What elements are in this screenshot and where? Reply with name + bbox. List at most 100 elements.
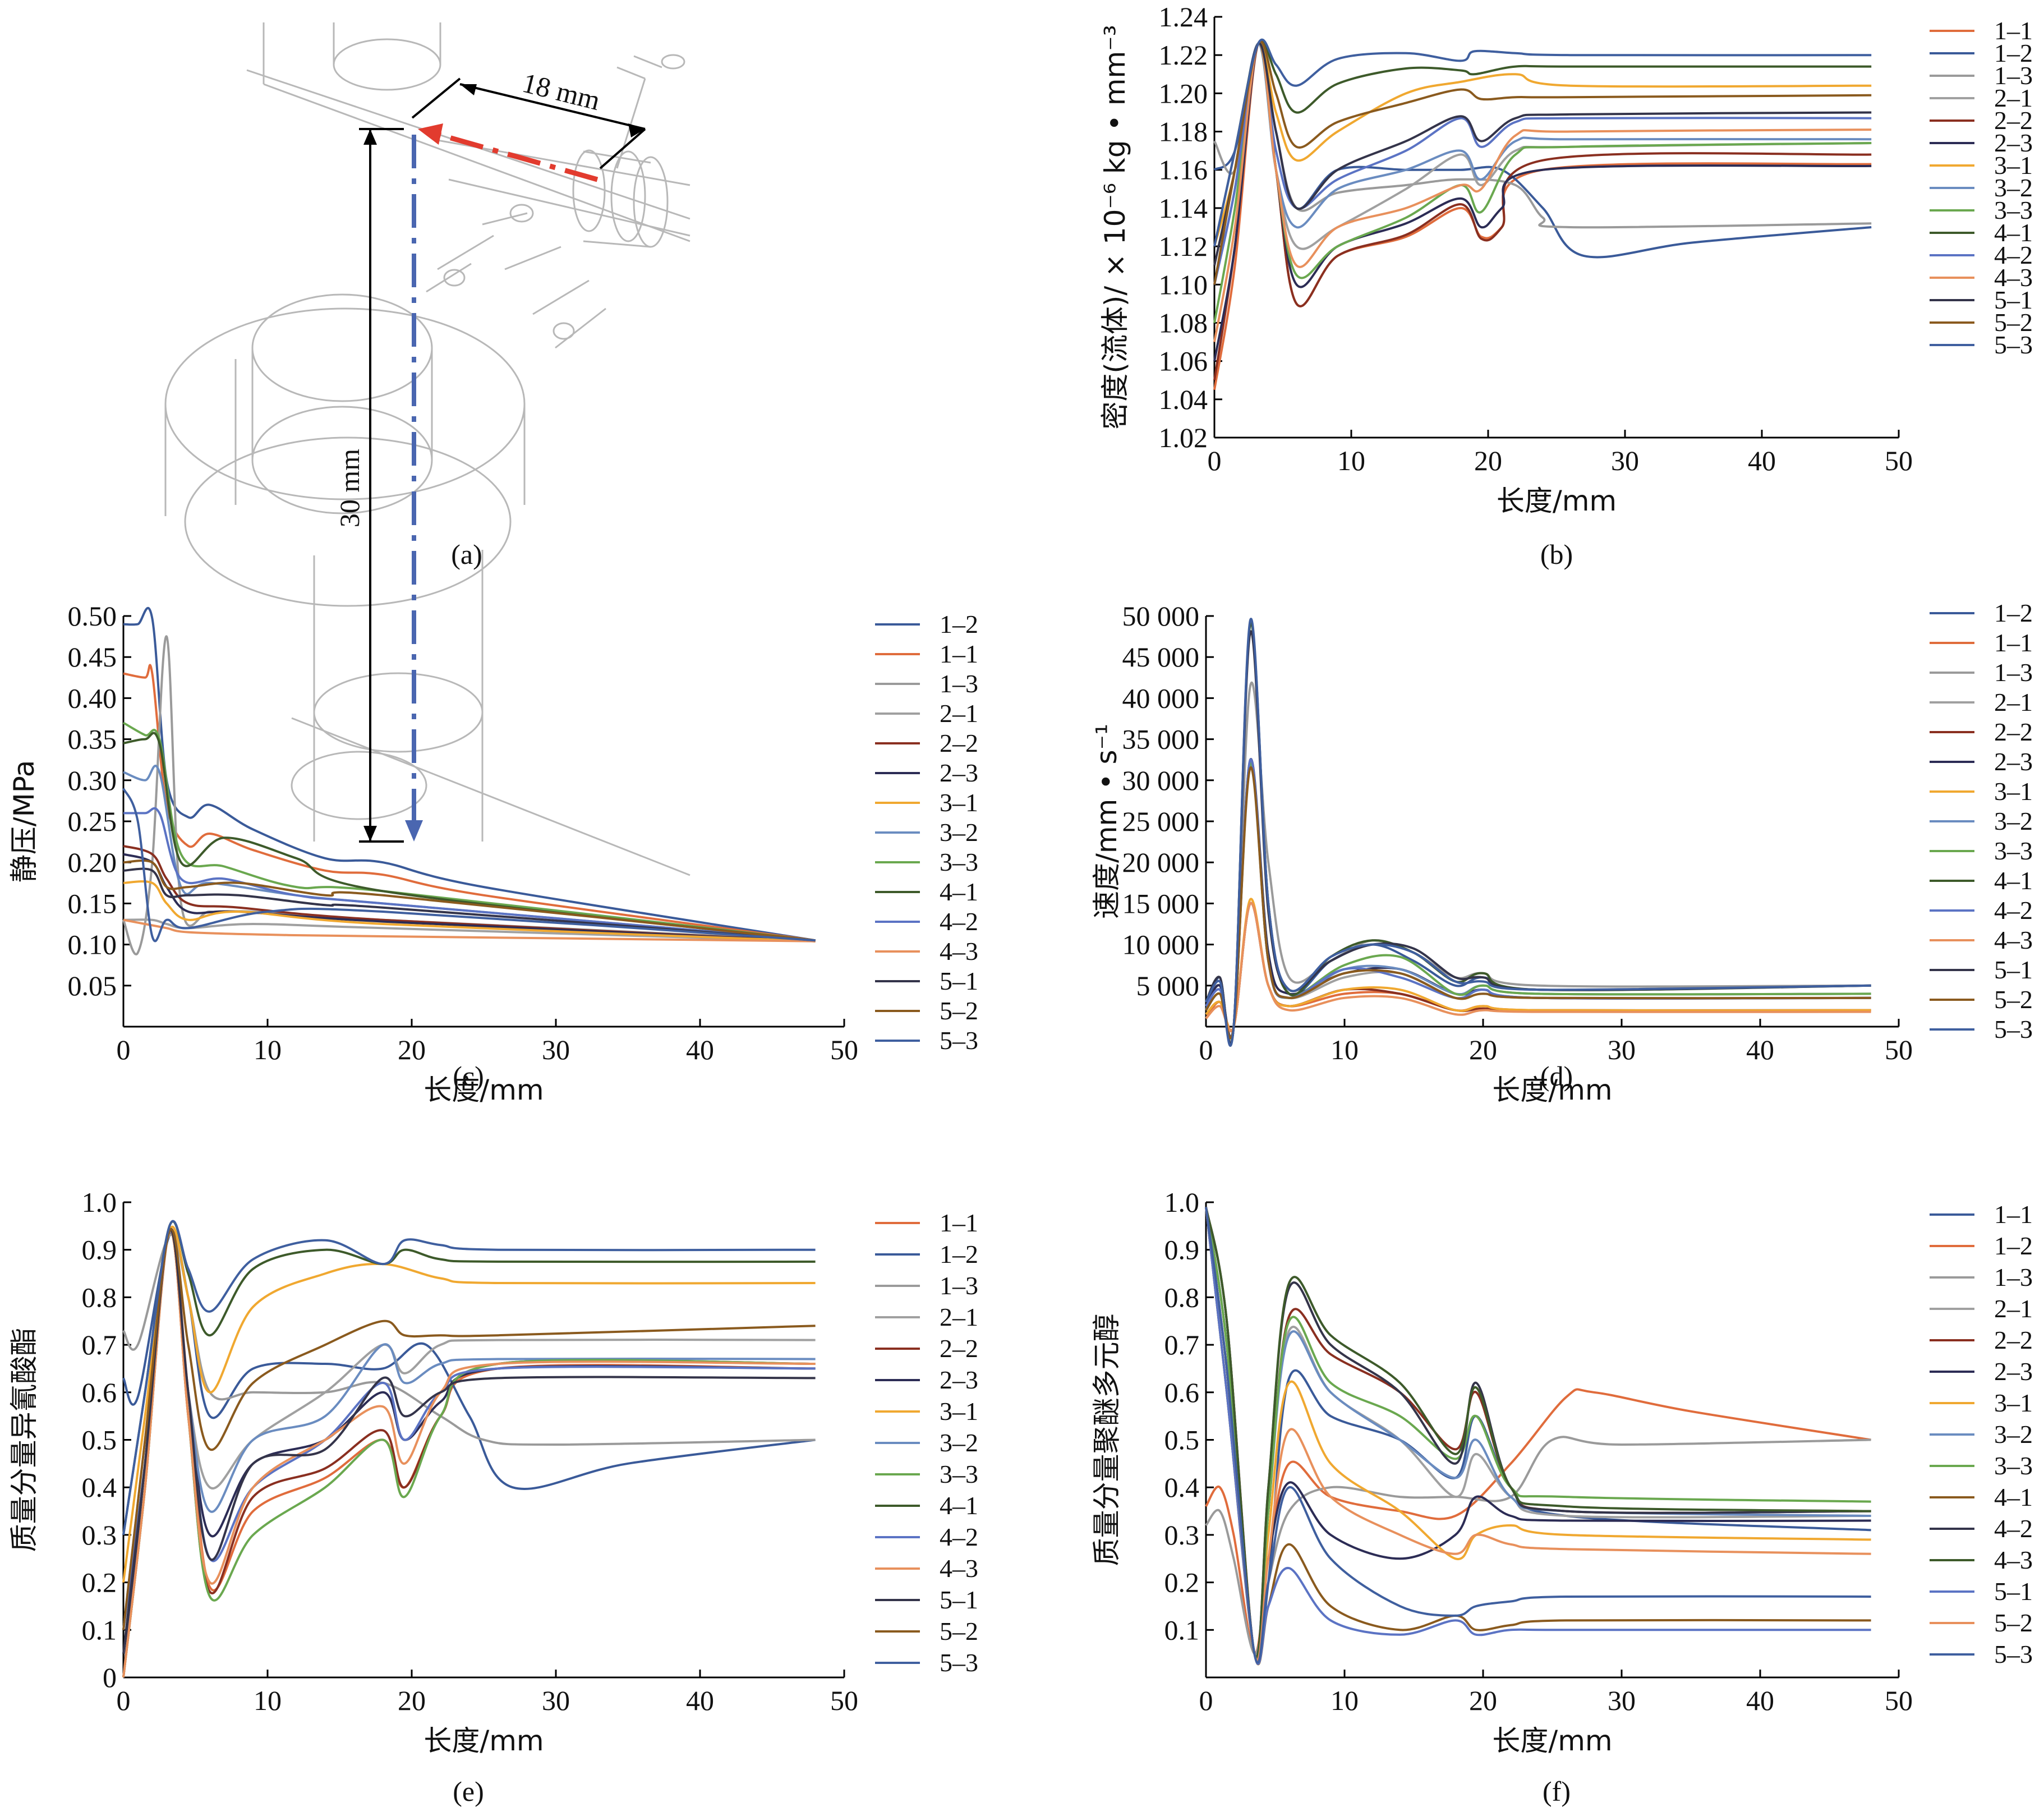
x-tick-label: 30 xyxy=(1608,1034,1636,1065)
legend-label: 3–3 xyxy=(940,1460,978,1488)
y-tick-label: 0.05 xyxy=(68,970,117,1001)
series-line-1-3 xyxy=(1205,1436,1871,1655)
red-flow-arrow xyxy=(428,129,599,182)
x-tick-label: 20 xyxy=(1474,445,1502,476)
x-tick-label: 20 xyxy=(398,1034,426,1065)
legend-label: 4–2 xyxy=(1994,1514,2033,1543)
legend-label: 2–3 xyxy=(1994,747,2033,776)
series-line-2-3 xyxy=(1205,1207,1871,1662)
legend-label: 1–2 xyxy=(1994,1231,2033,1260)
y-tick-label: 0.8 xyxy=(1164,1281,1200,1313)
y-tick-label: 1.0 xyxy=(82,1187,117,1218)
legend-label: 5–3 xyxy=(1994,1640,2033,1668)
series-line-5-3 xyxy=(1205,618,1871,1047)
legend-label: 2–1 xyxy=(940,699,978,728)
legend-label: 3–3 xyxy=(940,848,978,876)
caption-f: (f) xyxy=(1543,1776,1571,1807)
x-tick-label: 10 xyxy=(1331,1034,1359,1065)
y-tick-label: 1.14 xyxy=(1159,192,1208,224)
legend-label: 5–2 xyxy=(940,1617,978,1645)
y-tick-label: 15 000 xyxy=(1122,888,1200,919)
y-tick-label: 1.08 xyxy=(1159,307,1208,338)
legend-label: 3–2 xyxy=(940,1428,978,1457)
y-tick-label: 0.3 xyxy=(1164,1519,1200,1551)
y-tick-label: 0.45 xyxy=(68,641,117,673)
y-tick-label: 0.10 xyxy=(68,929,117,960)
x-tick-label: 30 xyxy=(1608,1685,1636,1716)
series-line-2-2 xyxy=(1213,41,1872,381)
y-tick-label: 0.7 xyxy=(1164,1329,1200,1360)
y-tick-label: 0.8 xyxy=(82,1281,117,1313)
series-line-4-3 xyxy=(1213,42,1872,342)
legend-label: 5–3 xyxy=(1994,1015,2033,1043)
legend-label: 4–1 xyxy=(1994,1483,2033,1511)
series-line-4-3 xyxy=(122,1229,816,1678)
series-line-3-3 xyxy=(122,721,816,942)
y-tick-label: 0.3 xyxy=(82,1519,117,1551)
legend-label: 3–3 xyxy=(1994,836,2033,865)
caption-d: (d) xyxy=(1540,1060,1573,1092)
legend-label: 1–2 xyxy=(940,610,978,638)
y-tick-label: 0.1 xyxy=(1164,1614,1200,1645)
legend-label: 3–1 xyxy=(1994,1389,2033,1417)
legend-label: 4–2 xyxy=(940,907,978,936)
y-tick-label: 0.30 xyxy=(68,765,117,796)
x-axis-label: 长度/mm xyxy=(1492,1074,1612,1106)
legend-label: 5–1 xyxy=(1994,955,2033,984)
legend-label: 4–2 xyxy=(1994,241,2033,269)
series-line-1-2 xyxy=(1205,1388,1871,1655)
x-tick-label: 50 xyxy=(1885,1034,1913,1065)
series-line-5-3 xyxy=(122,1220,816,1535)
series-line-4-3 xyxy=(123,918,816,943)
y-tick-label: 0.35 xyxy=(68,724,117,755)
legend-label: 5–2 xyxy=(1994,985,2033,1014)
legend-label: 3–1 xyxy=(940,788,978,817)
y-tick-label: 10 000 xyxy=(1122,929,1200,960)
x-axis-label: 长度/mm xyxy=(423,1725,544,1757)
y-tick-label: 0.15 xyxy=(68,888,117,919)
legend-label: 5–1 xyxy=(940,967,978,995)
series-line-4-2 xyxy=(123,807,816,942)
y-tick-label: 0.1 xyxy=(82,1614,117,1645)
x-tick-label: 10 xyxy=(254,1685,282,1716)
x-tick-label: 0 xyxy=(1208,445,1222,476)
y-tick-label: 0.7 xyxy=(82,1329,117,1360)
y-tick-label: 0.5 xyxy=(82,1424,117,1456)
chart-c: 0 10 20 30 40 50 0.05 0.10 0.15 0.20 0.25 0.30 0.35 0… xyxy=(8,600,978,1106)
y-tick-label: 0.4 xyxy=(1164,1472,1200,1503)
legend-label: 5–2 xyxy=(1994,308,2033,337)
y-tick-label: 20 000 xyxy=(1122,847,1200,878)
series-line-2-1 xyxy=(123,918,816,943)
x-tick-label: 0 xyxy=(117,1685,131,1716)
y-tick-label: 0.2 xyxy=(82,1567,117,1598)
legend-label: 1–1 xyxy=(1994,16,2033,45)
series-line-5-2 xyxy=(1205,766,1871,1040)
series-line-4-2 xyxy=(1205,758,1871,1039)
legend-label: 5–1 xyxy=(940,1585,978,1614)
caption-c: (c) xyxy=(453,1060,484,1092)
series-line-5-3 xyxy=(1213,38,1872,247)
x-tick-label: 10 xyxy=(254,1034,282,1065)
series-line-5-2 xyxy=(123,859,816,942)
legend-label: 4–2 xyxy=(1994,896,2033,925)
legend-label: 1–3 xyxy=(1994,658,2033,687)
y-tick-label: 1.06 xyxy=(1159,346,1208,377)
x-tick-label: 30 xyxy=(1611,445,1639,476)
y-tick-label: 50 000 xyxy=(1122,600,1200,632)
y-tick-label: 0.6 xyxy=(82,1377,117,1408)
legend-label: 2–3 xyxy=(940,758,978,787)
legend-label: 3–1 xyxy=(1994,777,2033,806)
legend-label: 3–2 xyxy=(1994,807,2033,835)
legend-label: 2–3 xyxy=(1994,128,2033,157)
x-axis-label: 长度/mm xyxy=(1492,1725,1612,1757)
legend-label: 2–2 xyxy=(1994,1326,2033,1354)
legend-label: 1–3 xyxy=(1994,61,2033,90)
legend-label: 4–1 xyxy=(940,1491,978,1520)
legend-label: 1–3 xyxy=(1994,1263,2033,1291)
legend-label: 2–1 xyxy=(940,1303,978,1331)
y-tick-label: 1.04 xyxy=(1159,384,1208,415)
y-tick-label: 5 000 xyxy=(1136,970,1200,1001)
series-line-2-3 xyxy=(122,1229,816,1678)
legend-label: 1–2 xyxy=(1994,39,2033,67)
series-line-3-1 xyxy=(123,880,816,943)
